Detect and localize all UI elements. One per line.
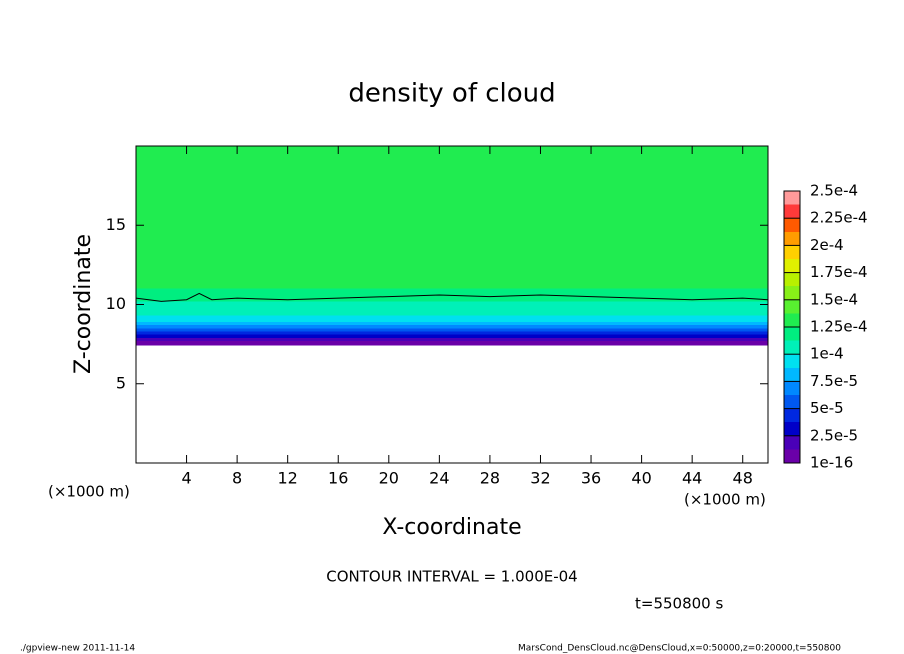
x-tick-label: 16	[328, 469, 348, 488]
density-band	[136, 146, 768, 194]
x-unit-left: (×1000 m)	[48, 483, 130, 501]
colorbar-label: 7.5e-5	[810, 372, 858, 390]
density-band	[136, 328, 768, 332]
footer-right: MarsCond_DensCloud.nc@DensCloud,x=0:5000…	[518, 644, 841, 654]
x-tick-label: 4	[181, 469, 191, 488]
y-axis-label: Z-coordinate	[71, 234, 96, 374]
colorbar-segment	[784, 435, 800, 450]
x-tick-label: 44	[682, 469, 702, 488]
density-band	[136, 301, 768, 308]
colorbar-label: 2.5e-5	[810, 426, 858, 444]
colorbar-label: 2e-4	[810, 236, 844, 254]
colorbar-segment	[784, 395, 800, 409]
density-band	[136, 325, 768, 329]
x-tick-label: 28	[480, 469, 500, 488]
colorbar-segment	[784, 204, 800, 219]
contour-line	[135, 292, 769, 302]
y-tick-label: 10	[106, 294, 126, 313]
density-band	[136, 337, 768, 341]
colorbar-segment	[784, 354, 800, 368]
density-band	[136, 334, 768, 338]
x-tick-label: 40	[631, 469, 651, 488]
x-tick-label: 24	[429, 469, 449, 488]
colorbar-segment	[784, 299, 800, 314]
colorbar-segment	[784, 408, 800, 423]
colorbar-segment	[784, 340, 800, 355]
x-tick-label: 36	[581, 469, 601, 488]
density-band	[136, 307, 768, 313]
contour-interval: CONTOUR INTERVAL = 1.000E-04	[326, 568, 577, 586]
colorbar-segment	[784, 191, 800, 205]
x-tick-label: 32	[530, 469, 550, 488]
density-band	[136, 318, 768, 322]
colorbar-segment	[784, 218, 800, 232]
colorbar-segment	[784, 313, 800, 327]
chart-title: density of cloud	[348, 79, 555, 109]
x-tick-label: 8	[232, 469, 242, 488]
density-band	[136, 225, 768, 250]
density-band	[136, 249, 768, 273]
time-label: t=550800 s	[635, 595, 723, 613]
colorbar-label: 1.25e-4	[810, 318, 868, 336]
colorbar-label: 1e-4	[810, 345, 844, 363]
density-band	[136, 331, 768, 335]
x-tick-label: 12	[278, 469, 298, 488]
density-band	[136, 193, 768, 226]
density-band	[136, 315, 768, 319]
density-band	[136, 321, 768, 326]
colorbar-segment	[784, 422, 800, 436]
colorbar-segment	[784, 245, 800, 259]
colorbar-label: 2.25e-4	[810, 209, 868, 227]
colorbar-segment	[784, 286, 800, 300]
x-unit-right: (×1000 m)	[684, 491, 766, 509]
footer-left: ./gpview-new 2011-11-14	[20, 644, 135, 654]
colorbar-segment	[784, 259, 800, 273]
x-tick-label: 20	[379, 469, 399, 488]
density-band	[136, 340, 768, 346]
colorbar-segment	[784, 272, 800, 287]
colorbar-label: 2.5e-4	[810, 182, 858, 200]
colorbar-segment	[784, 381, 800, 395]
colorbar-segment	[784, 367, 800, 382]
colorbar-label: 5e-5	[810, 399, 844, 417]
density-band	[136, 312, 768, 316]
colorbar-label: 1.5e-4	[810, 290, 858, 308]
colorbar-segment	[784, 449, 800, 463]
colorbar-label: 1e-16	[810, 454, 853, 472]
colorbar-label: 1.75e-4	[810, 263, 868, 281]
y-tick-label: 15	[106, 215, 126, 234]
colorbar-segment	[784, 327, 800, 341]
y-tick-label: 5	[116, 373, 126, 392]
x-axis-label: X-coordinate	[382, 515, 521, 540]
colorbar-segment	[784, 231, 800, 246]
x-tick-label: 48	[733, 469, 753, 488]
density-band	[136, 272, 768, 289]
